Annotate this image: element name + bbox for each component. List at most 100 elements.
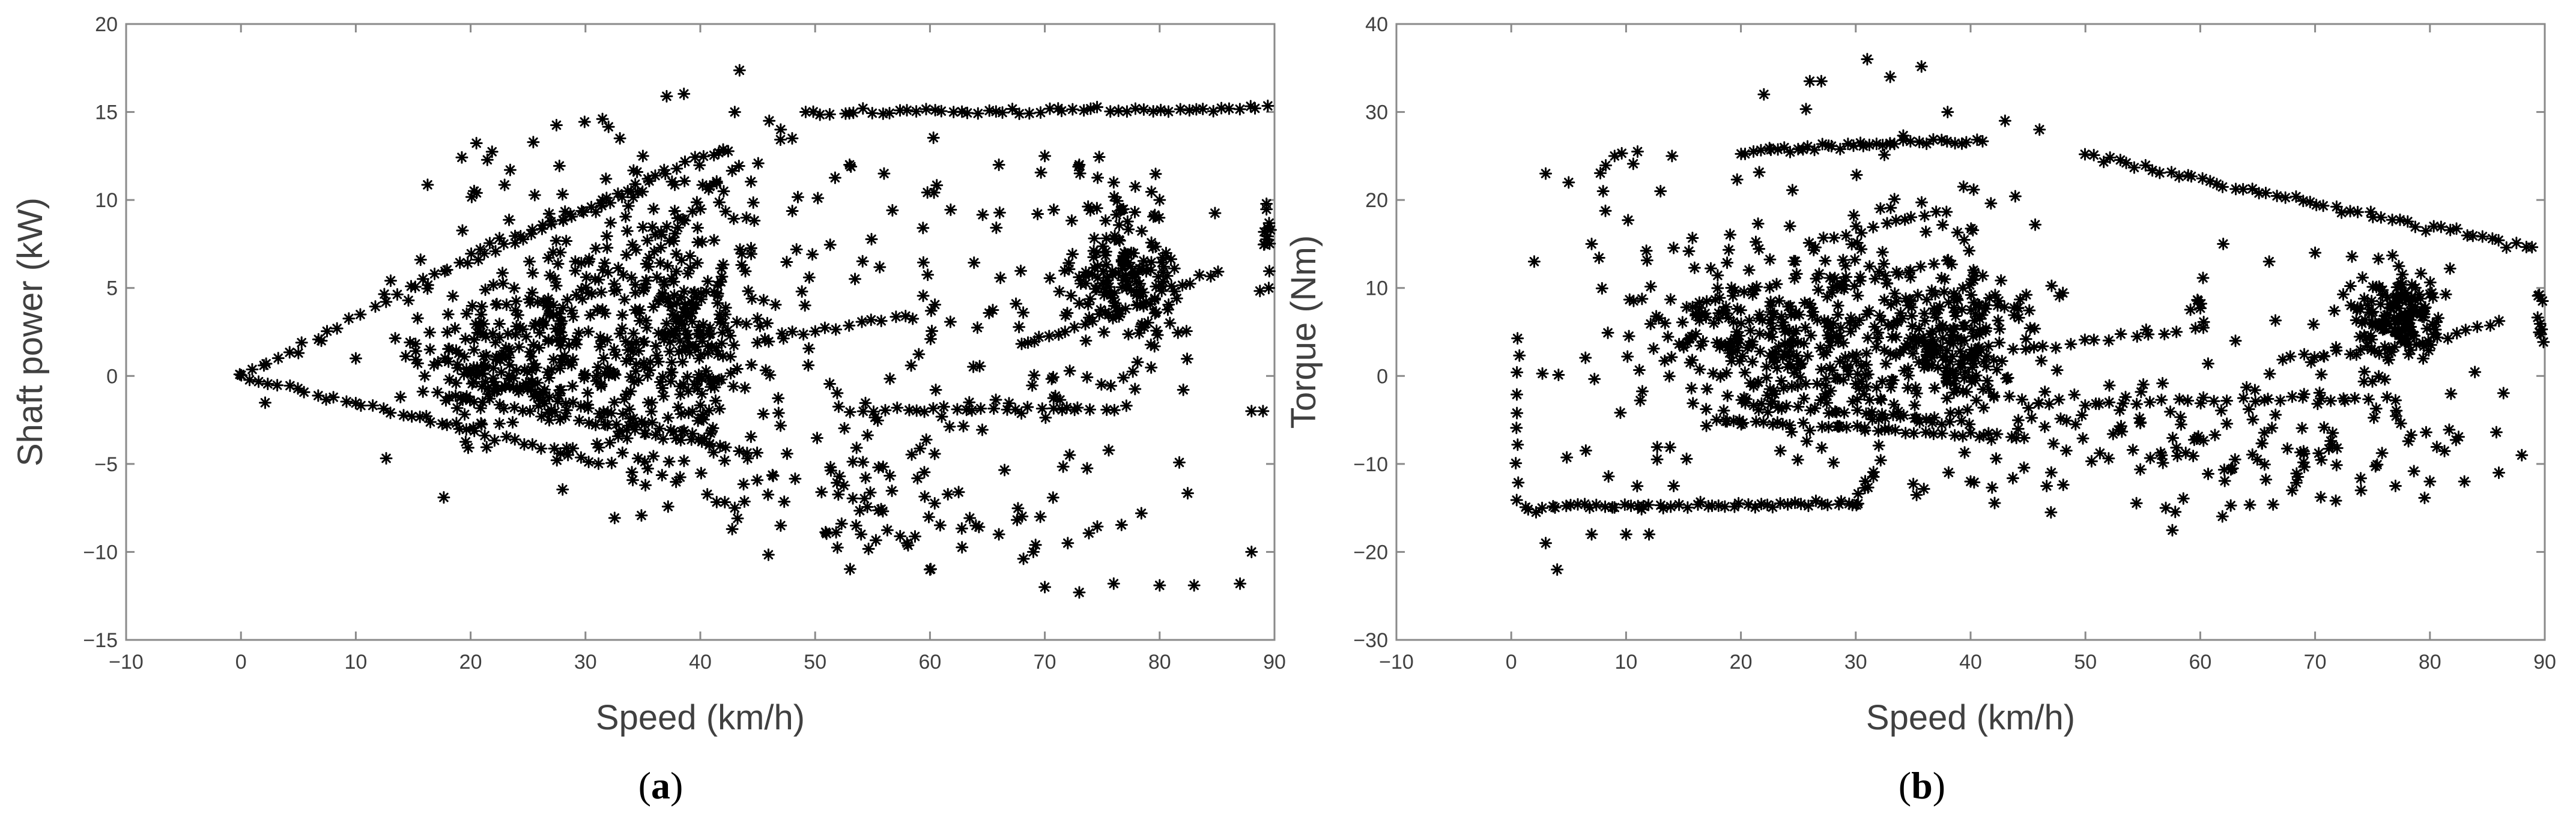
data-point [717, 185, 730, 198]
data-point [2396, 278, 2409, 291]
data-point [1747, 145, 1760, 158]
data-point [2262, 255, 2276, 268]
data-point [1871, 424, 1885, 438]
data-point [475, 418, 488, 431]
data-point [1822, 329, 1835, 342]
data-point [1153, 579, 1166, 592]
data-point [521, 382, 535, 396]
data-point [458, 350, 471, 363]
data-point [657, 390, 670, 403]
data-point [730, 362, 744, 375]
data-point [1099, 249, 1112, 262]
data-point [1733, 355, 1746, 368]
data-point [2486, 232, 2499, 245]
data-point [778, 495, 791, 508]
data-point [2394, 417, 2407, 430]
data-point [987, 402, 1001, 415]
data-point [1894, 410, 1907, 423]
data-point [645, 396, 658, 409]
data-point [1650, 441, 1664, 454]
data-point [1889, 423, 1902, 436]
data-point [1694, 495, 1707, 508]
data-point [688, 286, 702, 299]
data-point [1976, 134, 1989, 148]
data-point [1942, 296, 1956, 309]
data-point [1117, 274, 1130, 287]
data-point [1763, 382, 1777, 396]
data-point [529, 385, 542, 398]
data-point [638, 280, 652, 294]
data-point [872, 504, 885, 517]
data-point [660, 317, 673, 330]
data-point [547, 298, 560, 312]
data-point [2377, 313, 2390, 326]
data-point [691, 375, 705, 388]
data-point [2114, 154, 2127, 167]
data-point [1849, 319, 1862, 332]
data-point [1031, 207, 1044, 220]
data-point [674, 291, 688, 304]
data-point [2408, 300, 2422, 313]
data-point [712, 373, 726, 387]
data-point [1904, 271, 1917, 284]
data-point [2285, 484, 2299, 497]
data-point [636, 149, 649, 163]
data-point [2450, 327, 2464, 340]
data-point [1160, 270, 1174, 283]
data-point [2392, 297, 2405, 310]
data-point [1942, 466, 1955, 479]
data-point [1844, 325, 1857, 338]
data-point [674, 313, 687, 327]
data-point [1982, 340, 1995, 353]
data-point [1965, 343, 1978, 356]
data-point [1958, 446, 1971, 459]
data-point [604, 196, 617, 210]
data-point [503, 380, 517, 393]
data-point [2407, 307, 2420, 321]
data-point [695, 372, 708, 385]
data-point [2166, 432, 2180, 445]
data-point [1095, 378, 1108, 391]
data-point [1964, 426, 1977, 439]
data-point [1539, 537, 1553, 550]
x-tick-label: 80 [1148, 651, 1171, 674]
data-point [2526, 241, 2539, 254]
data-point [2365, 329, 2378, 342]
data-point [1778, 141, 1791, 154]
data-point [503, 213, 516, 226]
data-point [1513, 349, 1526, 362]
data-point [661, 500, 674, 513]
data-point [1790, 267, 1803, 280]
data-point [1073, 167, 1086, 180]
data-point [1148, 340, 1161, 353]
data-point [1154, 103, 1168, 116]
data-point [631, 185, 644, 199]
data-point [1809, 494, 1822, 507]
data-point [1727, 315, 1740, 328]
data-point [315, 334, 328, 348]
data-point [2427, 328, 2440, 341]
data-point [710, 495, 723, 508]
data-point [2174, 411, 2187, 424]
data-point [1771, 361, 1784, 375]
data-point [1664, 293, 1677, 306]
data-point [810, 432, 823, 445]
data-point [2139, 158, 2152, 172]
data-point [1911, 289, 1924, 302]
data-point [1788, 272, 1801, 285]
data-point [572, 414, 586, 427]
data-point [798, 299, 811, 312]
data-point [509, 328, 522, 342]
data-point [625, 271, 638, 284]
data-point [1713, 340, 1726, 354]
data-point [757, 294, 770, 307]
data-point [2417, 352, 2430, 365]
data-point [414, 253, 427, 267]
data-point [481, 382, 494, 395]
data-point [668, 227, 682, 240]
data-point [1193, 268, 1206, 282]
data-point [1131, 355, 1144, 369]
data-point [1700, 382, 1714, 396]
data-point [745, 292, 759, 306]
data-point [1954, 345, 1967, 358]
